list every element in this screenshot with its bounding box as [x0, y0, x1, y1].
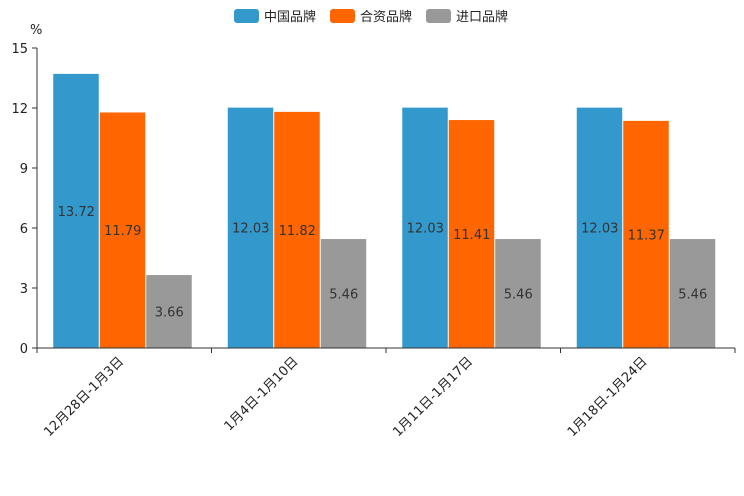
legend-item[interactable]: 合资品牌: [330, 9, 412, 25]
bar-value-label: 12.03: [407, 222, 444, 237]
x-tick-label: 1月11日-1月17日: [390, 354, 476, 440]
x-tick-label: 1月18日-1月24日: [565, 354, 651, 440]
bar[interactable]: [622, 120, 670, 349]
bar[interactable]: [576, 107, 623, 349]
y-tick-label: 3: [20, 282, 28, 297]
legend: 中国品牌 合资品牌 进口品牌: [234, 9, 508, 25]
legend-label: 进口品牌: [456, 9, 508, 25]
bar-value-label: 11.79: [104, 224, 141, 239]
bar[interactable]: [273, 111, 321, 349]
bar[interactable]: [99, 111, 146, 349]
bar-value-label: 5.46: [329, 287, 358, 302]
legend-swatch: [234, 9, 259, 23]
bar-value-label: 11.41: [453, 228, 490, 243]
bar[interactable]: [227, 107, 274, 349]
bar[interactable]: [401, 107, 449, 349]
bar[interactable]: [669, 238, 716, 349]
legend-label: 中国品牌: [264, 9, 316, 25]
bar-value-label: 11.82: [279, 224, 316, 239]
bars-group: 13.72 11.79 3.66 12.03 11.82 5.46 12.03 11.41 5.…: [52, 73, 716, 349]
y-tick-label: 12: [11, 102, 28, 117]
bar-value-label: 12.03: [581, 222, 618, 237]
y-axis-unit-label: %: [30, 23, 42, 38]
legend-item[interactable]: 进口品牌: [426, 9, 508, 25]
legend-swatch: [426, 9, 451, 23]
y-tick-label: 6: [20, 222, 28, 237]
legend-swatch: [330, 9, 355, 23]
bar-value-label: 11.37: [628, 228, 665, 243]
bar-value-label: 13.72: [58, 205, 95, 220]
bar-value-label: 12.03: [232, 222, 269, 237]
x-axis: 12月28日-1月3日 1月4日-1月10日 1月11日-1月17日 1月18日-1月…: [36, 347, 736, 440]
y-tick-label: 9: [20, 162, 28, 177]
y-tick-label: 0: [20, 342, 28, 357]
bar-value-label: 5.46: [504, 287, 533, 302]
bar[interactable]: [145, 274, 193, 349]
x-tick-label: 1月4日-1月10日: [222, 354, 302, 434]
bar[interactable]: [448, 119, 495, 349]
x-tick-label: 12月28日-1月3日: [41, 354, 127, 440]
y-axis: 0 3 6 9 12 15: [11, 42, 38, 357]
y-tick-label: 15: [11, 42, 28, 57]
bar[interactable]: [320, 238, 367, 349]
bar-value-label: 5.46: [678, 287, 707, 302]
legend-item[interactable]: 中国品牌: [234, 9, 316, 25]
legend-label: 合资品牌: [360, 9, 412, 25]
bar-value-label: 3.66: [155, 305, 184, 320]
bar[interactable]: [494, 238, 542, 349]
